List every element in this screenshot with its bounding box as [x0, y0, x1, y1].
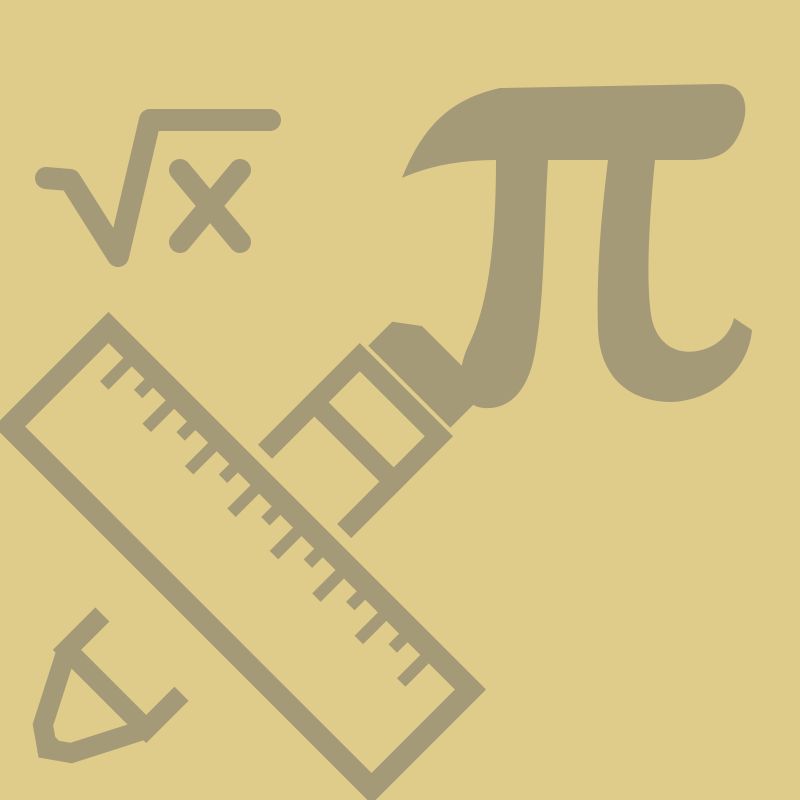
- ruler-ticks: [99, 350, 437, 687]
- square-root-x-icon: [35, 109, 281, 267]
- pi-icon: [402, 84, 752, 409]
- ruler-icon: [0, 311, 487, 800]
- pencil-icon: [32, 321, 475, 764]
